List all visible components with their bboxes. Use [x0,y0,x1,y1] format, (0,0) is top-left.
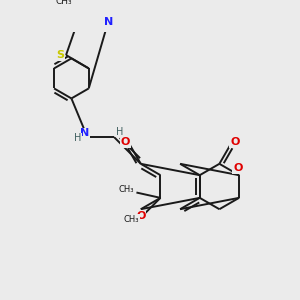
Text: H: H [74,134,82,143]
Text: O: O [230,137,239,147]
Text: N: N [104,17,113,27]
Text: O: O [121,137,130,147]
Text: O: O [136,211,146,221]
Text: CH₃: CH₃ [118,185,134,194]
Text: H: H [116,127,123,137]
Text: CH₃: CH₃ [124,215,139,224]
Text: N: N [80,128,89,138]
Text: CH₃: CH₃ [55,0,72,6]
Text: O: O [233,164,242,173]
Text: S: S [57,50,65,60]
